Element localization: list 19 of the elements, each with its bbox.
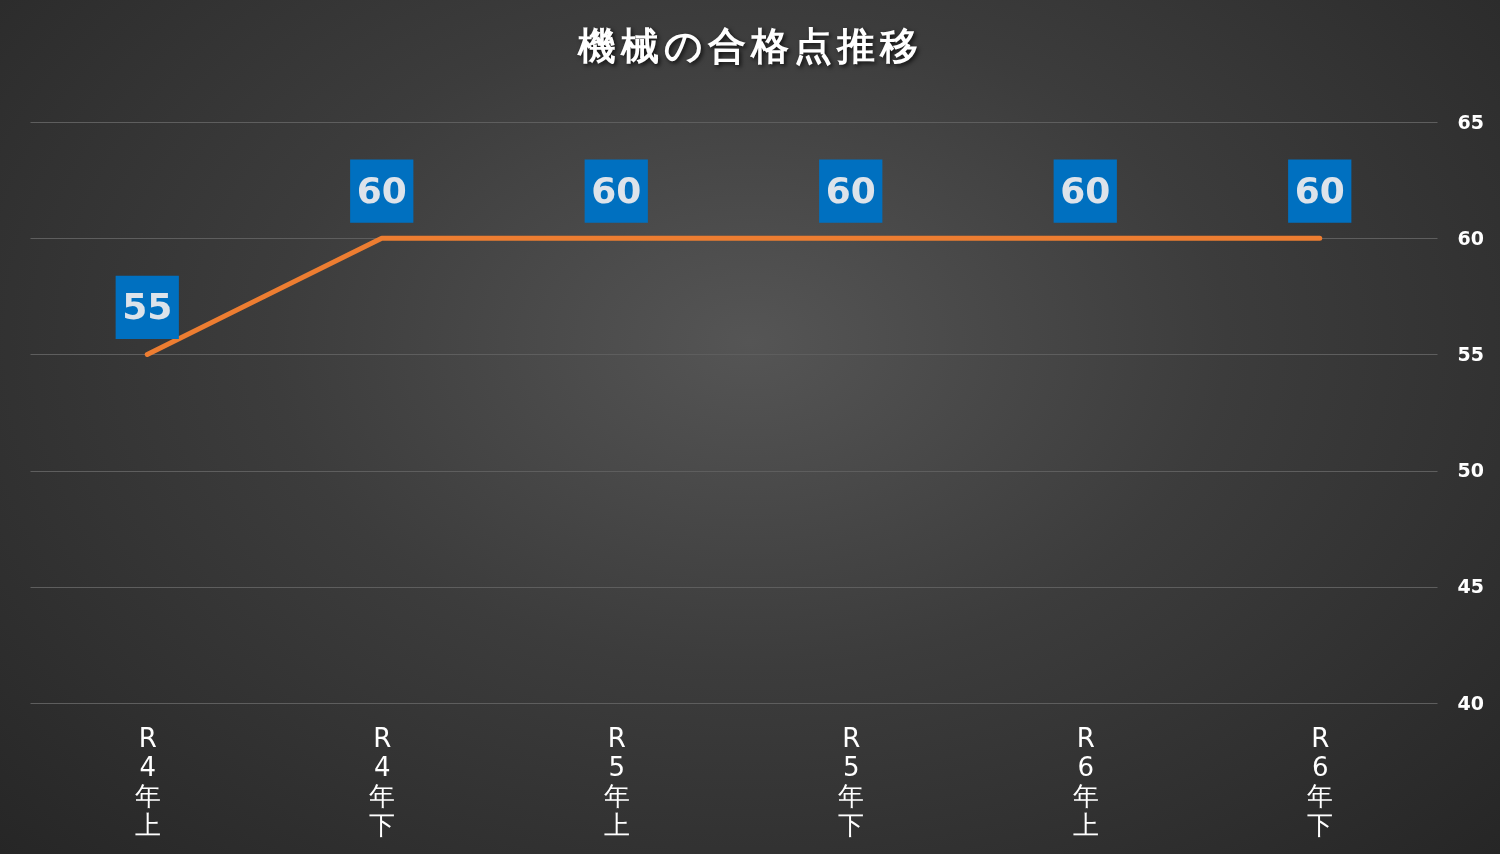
- y-tick-label: 65: [1457, 110, 1484, 133]
- y-tick-label: 40: [1457, 691, 1484, 714]
- x-tick-label: R5年下: [838, 722, 865, 840]
- y-tick-label: 60: [1457, 226, 1484, 249]
- data-label: 60: [1294, 170, 1345, 212]
- x-tick-label: R5年上: [603, 722, 630, 840]
- data-label: 60: [356, 170, 407, 212]
- y-tick-label: 45: [1457, 575, 1484, 598]
- y-tick-label: 50: [1457, 459, 1484, 482]
- data-label: 55: [122, 286, 173, 328]
- data-label: 60: [1060, 170, 1111, 212]
- x-tick-label: R4年下: [369, 722, 396, 840]
- data-label: 60: [591, 170, 642, 212]
- data-label: 60: [825, 170, 876, 212]
- y-tick-label: 55: [1457, 342, 1484, 365]
- x-tick-label: R6年下: [1307, 722, 1334, 840]
- x-tick-label: R4年上: [134, 722, 161, 840]
- chart-title: 機械の合格点推移: [577, 24, 923, 68]
- x-tick-label: R6年上: [1072, 722, 1099, 840]
